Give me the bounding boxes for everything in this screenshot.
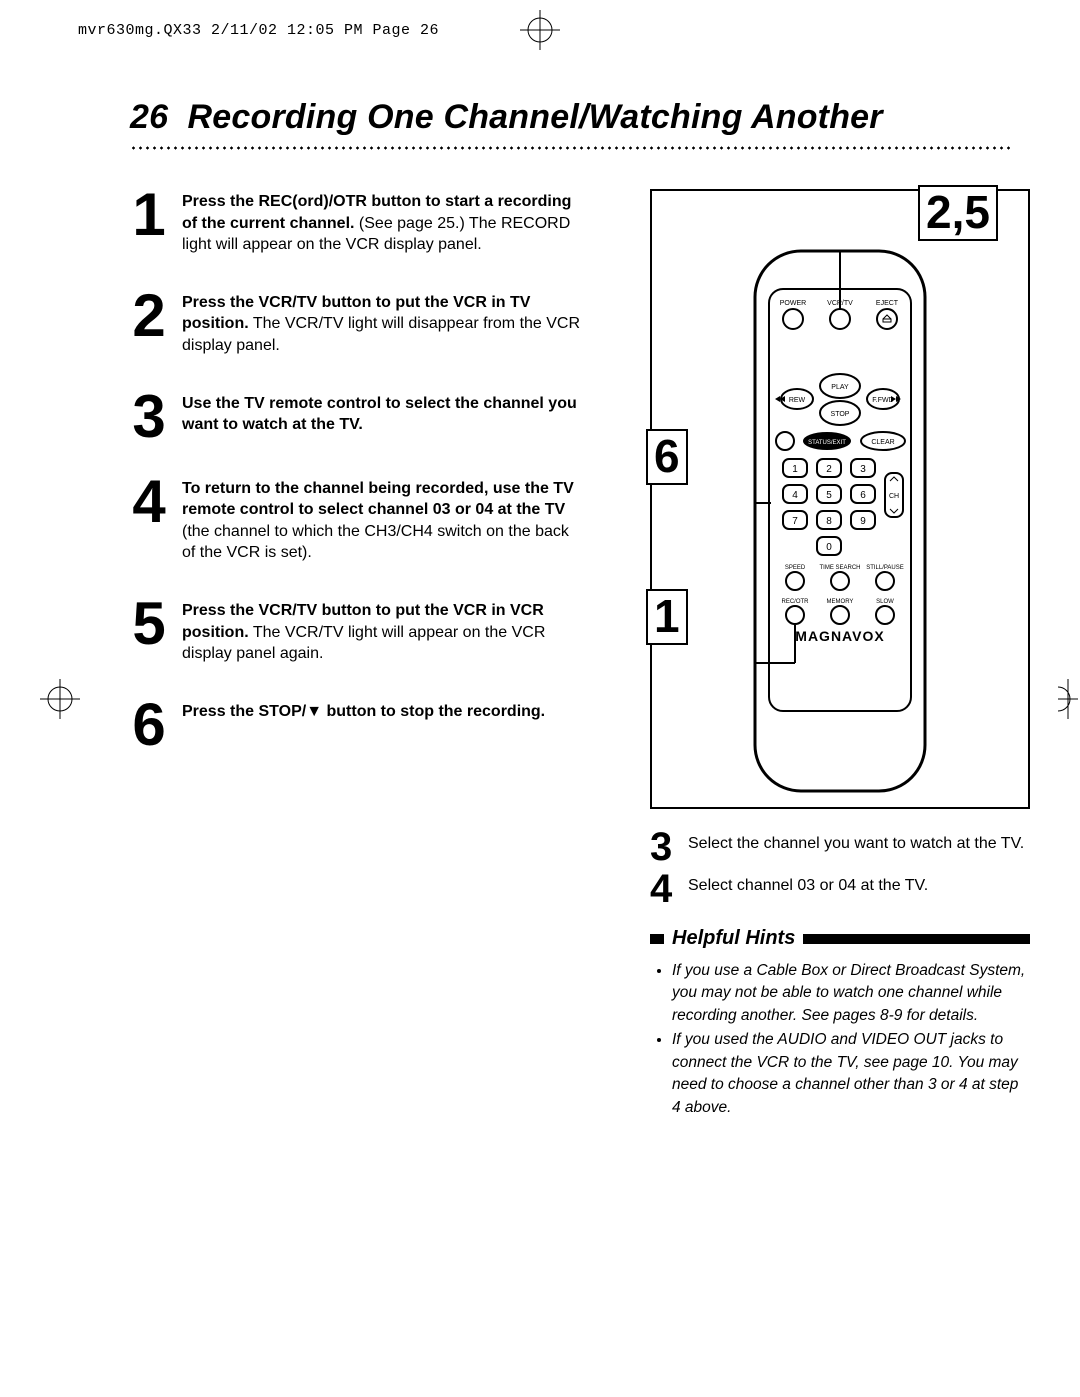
step-text: Press the STOP/▼ button to stop the reco… [182, 699, 545, 750]
step-number: 5 [130, 598, 168, 665]
step-6: 6 Press the STOP/▼ button to stop the re… [130, 699, 610, 750]
mini-steps: 3 Select the channel you want to watch a… [650, 829, 1030, 907]
step-2: 2 Press the VCR/TV button to put the VCR… [130, 290, 610, 357]
svg-text:STILL/PAUSE: STILL/PAUSE [866, 565, 904, 571]
svg-text:EJECT: EJECT [876, 300, 899, 307]
hints-bar-left [650, 934, 664, 944]
remote-diagram-box: 2,5 6 1 POWER VCR/TV EJECT [650, 189, 1030, 809]
mini-step-number: 3 [650, 829, 678, 865]
mini-step-text: Select the channel you want to watch at … [688, 829, 1024, 865]
hint-item: If you used the AUDIO and VIDEO OUT jack… [672, 1029, 1030, 1119]
svg-text:MAGNAVOX: MAGNAVOX [795, 628, 884, 644]
svg-text:2: 2 [826, 464, 832, 475]
step-number: 2 [130, 290, 168, 357]
step-5: 5 Press the VCR/TV button to put the VCR… [130, 598, 610, 665]
hint-item: If you use a Cable Box or Direct Broadca… [672, 960, 1030, 1027]
svg-text:MEMORY: MEMORY [827, 599, 854, 605]
step-number: 6 [130, 699, 168, 750]
svg-text:PLAY: PLAY [831, 384, 849, 391]
step-text: Press the REC(ord)/OTR button to start a… [182, 189, 582, 256]
svg-text:4: 4 [792, 490, 798, 501]
svg-text:SLOW: SLOW [876, 599, 894, 605]
svg-text:5: 5 [826, 490, 832, 501]
callout-top: 2,5 [918, 185, 998, 241]
page-number: 26 [130, 98, 168, 136]
svg-text:1: 1 [792, 464, 798, 475]
mini-step-4: 4 Select channel 03 or 04 at the TV. [650, 871, 1030, 907]
svg-text:STOP: STOP [831, 411, 850, 418]
mini-step-text: Select channel 03 or 04 at the TV. [688, 871, 928, 907]
step-number: 4 [130, 476, 168, 564]
svg-text:F.FWD: F.FWD [872, 397, 893, 404]
mini-step-3: 3 Select the channel you want to watch a… [650, 829, 1030, 865]
svg-text:CH: CH [889, 493, 899, 500]
step-text: Use the TV remote control to select the … [182, 391, 582, 442]
mini-step-number: 4 [650, 871, 678, 907]
svg-text:REW: REW [789, 397, 806, 404]
svg-text:CLEAR: CLEAR [871, 439, 894, 446]
callout-bottom: 1 [646, 589, 688, 645]
step-4: 4 To return to the channel being recorde… [130, 476, 610, 564]
step-text: To return to the channel being recorded,… [182, 476, 582, 564]
svg-text:TIME SEARCH: TIME SEARCH [819, 565, 860, 571]
steps-column: 1 Press the REC(ord)/OTR button to start… [130, 189, 610, 1121]
step-text: Press the VCR/TV button to put the VCR i… [182, 290, 582, 357]
print-header: mvr630mg.QX33 2/11/02 12:05 PM Page 26 [78, 22, 439, 39]
page-title: 26 Recording One Channel/Watching Anothe… [130, 98, 883, 136]
remote-illustration: POWER VCR/TV EJECT PLAY REW [735, 241, 945, 801]
svg-text:6: 6 [860, 490, 866, 501]
svg-text:8: 8 [826, 516, 832, 527]
callout-mid: 6 [646, 429, 688, 485]
helpful-hints-box: Helpful Hints If you use a Cable Box or … [650, 927, 1030, 1119]
crop-mark-right [1058, 679, 1078, 719]
hints-bar-right [803, 934, 1030, 944]
svg-text:7: 7 [792, 516, 798, 527]
svg-text:POWER: POWER [780, 300, 806, 307]
svg-text:3: 3 [860, 464, 866, 475]
step-3: 3 Use the TV remote control to select th… [130, 391, 610, 442]
step-number: 3 [130, 391, 168, 442]
svg-text:STATUS/EXIT: STATUS/EXIT [808, 440, 846, 446]
crop-mark-top [520, 10, 560, 50]
step-number: 1 [130, 189, 168, 256]
svg-text:0: 0 [826, 542, 832, 553]
page-title-text: Recording One Channel/Watching Another [188, 98, 883, 136]
svg-text:REC/OTR: REC/OTR [782, 599, 810, 605]
title-divider-dots [130, 145, 1010, 151]
step-1: 1 Press the REC(ord)/OTR button to start… [130, 189, 610, 256]
svg-text:9: 9 [860, 516, 866, 527]
hints-title: Helpful Hints [672, 927, 795, 950]
svg-text:SPEED: SPEED [785, 565, 806, 571]
step-text: Press the VCR/TV button to put the VCR i… [182, 598, 582, 665]
